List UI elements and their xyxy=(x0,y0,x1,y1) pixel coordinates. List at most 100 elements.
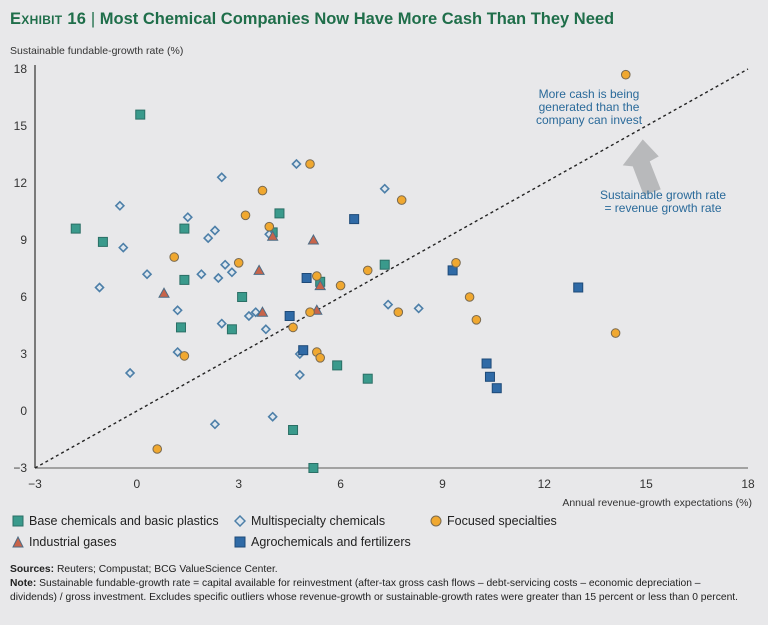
data-point-multispecialty-chemicals xyxy=(196,269,207,280)
scatter-chart: −3 0 3 6 9 12 15 18 −3 0 3 6 9 12 15 18 Annual revenue-g… xyxy=(13,62,755,509)
data-point-multispecialty-chemicals xyxy=(182,212,193,223)
data-point-multispecialty-chemicals xyxy=(291,158,302,170)
data-point-multispecialty-chemicals xyxy=(118,242,129,253)
data-point-base-chemicals-and-basic-plastics xyxy=(97,236,108,247)
data-point-multispecialty-chemicals xyxy=(203,232,214,244)
data-point-agrochemicals-and-fertilizers xyxy=(349,214,360,225)
data-point-base-chemicals-and-basic-plastics xyxy=(237,292,248,302)
data-point-focused-specialties xyxy=(240,210,251,221)
annotation-above-line: More cash is being xyxy=(539,87,640,101)
data-point-agrochemicals-and-fertilizers xyxy=(301,273,312,283)
title-separator: | xyxy=(90,10,96,28)
sources-label: Sources: xyxy=(10,564,55,575)
data-point-multispecialty-chemicals xyxy=(141,269,153,280)
x-tick-label: 6 xyxy=(337,477,344,491)
x-tick-label: 0 xyxy=(134,477,141,491)
data-point-base-chemicals-and-basic-plastics xyxy=(135,109,146,120)
data-point-multispecialty-chemicals xyxy=(379,183,390,194)
data-point-multispecialty-chemicals xyxy=(220,259,231,270)
data-point-multispecialty-chemicals xyxy=(243,310,255,322)
x-tick-label: 9 xyxy=(439,477,446,491)
legend-label: Agrochemicals and fertilizers xyxy=(251,535,411,549)
data-point-agrochemicals-and-fertilizers xyxy=(484,371,495,382)
exhibit-heading: Most Chemical Companies Now Have More Ca… xyxy=(99,10,615,28)
data-point-focused-specialties xyxy=(315,353,326,363)
x-tick-label: 3 xyxy=(235,477,242,491)
data-point-base-chemicals-and-basic-plastics xyxy=(332,360,343,371)
data-point-multispecialty-chemicals xyxy=(209,419,221,430)
data-point-agrochemicals-and-fertilizers xyxy=(298,345,309,356)
legend-label: Base chemicals and basic plastics xyxy=(29,514,219,528)
data-point-base-chemicals-and-basic-plastics xyxy=(175,322,186,333)
teal-square-icon xyxy=(12,515,24,527)
data-point-base-chemicals-and-basic-plastics xyxy=(274,208,285,219)
diamond-icon xyxy=(234,515,246,527)
legend-item-focused-specialties: Focused specialties xyxy=(430,514,557,528)
data-point-base-chemicals-and-basic-plastics xyxy=(362,373,373,384)
footnotes: Sources: Reuters; Compustat; BCG ValueSc… xyxy=(10,563,750,605)
data-point-base-chemicals-and-basic-plastics xyxy=(70,223,81,234)
annotation-reference-line: = revenue growth rate xyxy=(604,201,721,215)
data-point-industrial-gases xyxy=(256,306,269,317)
blue-square-icon xyxy=(234,536,246,548)
data-point-agrochemicals-and-fertilizers xyxy=(284,311,295,321)
triangle-icon xyxy=(12,536,24,548)
data-point-multispecialty-chemicals xyxy=(114,200,126,211)
data-point-multispecialty-chemicals xyxy=(260,324,272,335)
y-tick-label: 18 xyxy=(14,62,28,76)
y-axis-label: Sustainable fundable-growth rate (%) xyxy=(10,45,184,57)
sources-text: Reuters; Compustat; BCG ValueScience Cen… xyxy=(54,564,278,575)
y-tick-label: 3 xyxy=(20,347,27,361)
data-point-base-chemicals-and-basic-plastics xyxy=(379,259,390,270)
data-point-multispecialty-chemicals xyxy=(216,318,227,329)
data-point-focused-specialties xyxy=(396,195,407,205)
data-point-focused-specialties xyxy=(288,322,298,333)
x-tick-label: 18 xyxy=(741,477,755,491)
data-point-industrial-gases xyxy=(158,287,170,298)
data-point-focused-specialties xyxy=(620,69,631,80)
data-point-industrial-gases xyxy=(307,233,320,245)
note-text: Sustainable fundable-growth rate = capit… xyxy=(10,578,739,603)
data-point-multispecialty-chemicals xyxy=(209,225,221,236)
data-point-multispecialty-chemicals xyxy=(294,369,305,381)
data-point-agrochemicals-and-fertilizers xyxy=(491,383,502,394)
data-point-multispecialty-chemicals xyxy=(94,282,105,293)
data-point-focused-specialties xyxy=(610,328,621,338)
legend-label: Focused specialties xyxy=(447,514,557,528)
exhibit-title: Exhibit 16 | Most Chemical Companies Now… xyxy=(10,10,614,29)
data-point-industrial-gases xyxy=(314,279,327,291)
data-point-base-chemicals-and-basic-plastics xyxy=(179,223,190,234)
data-point-focused-specialties xyxy=(393,307,404,318)
data-point-multispecialty-chemicals xyxy=(250,307,261,318)
annotation-above-line: company can invest xyxy=(536,113,643,127)
data-point-focused-specialties xyxy=(169,252,180,262)
data-point-focused-specialties xyxy=(471,315,482,325)
data-point-focused-specialties xyxy=(264,221,275,232)
y-tick-label: −3 xyxy=(13,461,27,475)
data-point-base-chemicals-and-basic-plastics xyxy=(226,324,237,335)
legend-label: Multispecialty chemicals xyxy=(251,514,386,528)
data-point-multispecialty-chemicals xyxy=(267,411,278,422)
y-tick-label: 6 xyxy=(20,290,27,304)
orange-circle-icon xyxy=(430,515,442,527)
legend-item-multispecialty: Multispecialty chemicals xyxy=(234,514,385,528)
annotation-reference-line: Sustainable growth rate xyxy=(600,188,726,202)
data-point-base-chemicals-and-basic-plastics xyxy=(308,463,319,473)
data-point-base-chemicals-and-basic-plastics xyxy=(179,274,190,285)
data-point-focused-specialties xyxy=(312,271,322,281)
data-point-industrial-gases xyxy=(253,264,265,275)
y-tick-label: 9 xyxy=(20,233,27,247)
x-axis-label: Annual revenue-growth expectations (%) xyxy=(562,497,752,509)
data-point-focused-specialties xyxy=(305,159,315,169)
data-point-focused-specialties xyxy=(233,258,244,268)
data-point-focused-specialties xyxy=(305,307,315,318)
reference-line xyxy=(34,68,749,469)
data-point-multispecialty-chemicals xyxy=(226,267,238,278)
data-point-focused-specialties xyxy=(179,351,190,361)
x-tick-label: 12 xyxy=(538,477,552,491)
data-point-focused-specialties xyxy=(464,292,475,302)
data-point-multispecialty-chemicals xyxy=(172,346,183,358)
data-point-agrochemicals-and-fertilizers xyxy=(481,358,492,369)
data-point-multispecialty-chemicals xyxy=(382,299,394,310)
annotation-above-line: generated than the xyxy=(539,100,640,114)
